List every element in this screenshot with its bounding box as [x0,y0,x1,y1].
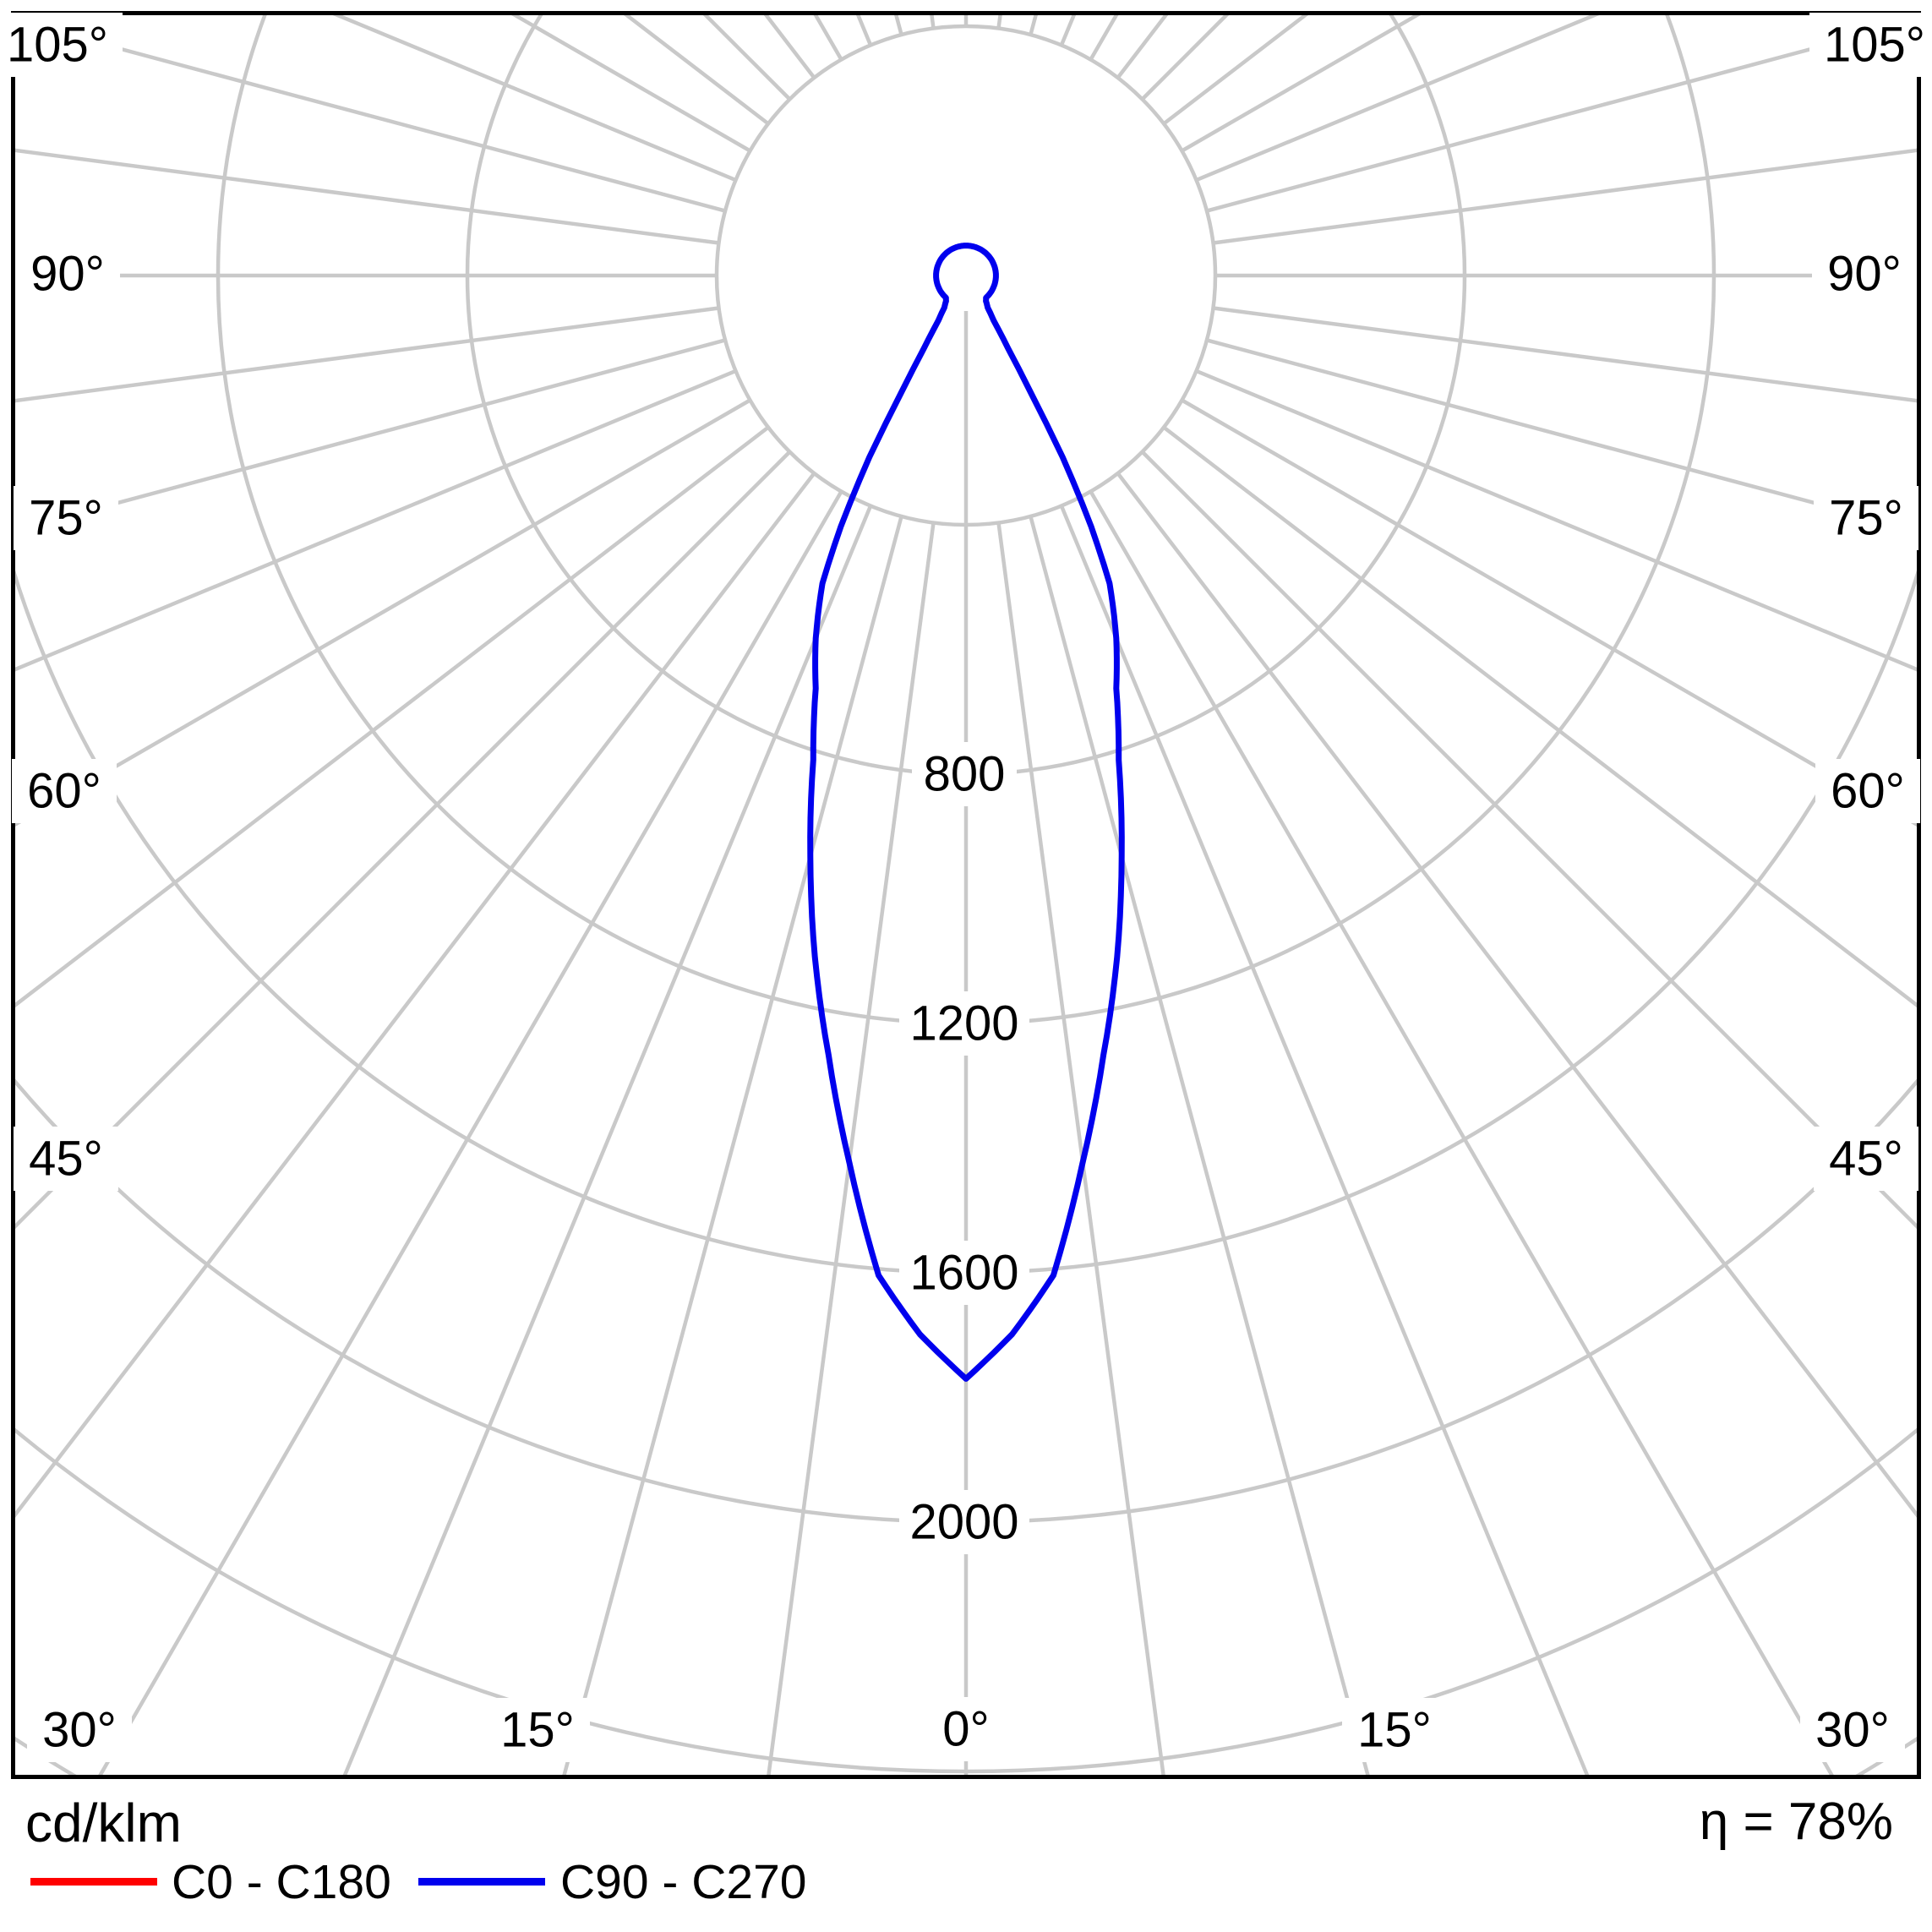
ray--45 [15,450,791,1230]
ray--37.5 [15,472,816,1518]
ray-75 [1206,338,1917,532]
ray-112.5 [1195,15,1600,183]
angle-label-center-0: 0° [942,1702,989,1757]
ray-60 [1181,398,1917,827]
angle-label-right-105-gap [1809,13,1932,77]
angle-label-left-90: 90° [30,247,105,302]
plot-frame [11,11,1921,1779]
angle-label-right-75-gap [1814,486,1918,550]
angle-label-right-45-gap [1814,1127,1918,1191]
ring-label-2000: 2000 [909,1495,1018,1550]
ray--67.5 [15,368,737,672]
units-label: cd/klm [25,1793,182,1853]
angle-label-right-90: 90° [1827,247,1902,302]
angle-label-right-75: 75° [1829,491,1903,546]
ray-22.5 [1059,505,1591,1776]
angle-label-left-30: 30° [42,1703,117,1758]
ray--75 [15,338,726,532]
angle-label-right-15-gap [1342,1698,1447,1762]
ray-52.5 [1162,425,1917,1008]
angle-label-right-30: 30° [1815,1703,1890,1758]
curve-c90-c270 [807,243,1125,1382]
angle-label-left-90-gap [15,242,120,306]
ring-label-800: 800 [924,747,1006,802]
ray-105 [1206,19,1917,213]
angle-label-right-15: 15° [1357,1703,1432,1758]
angle-label-left-60-gap [12,759,117,823]
legend-label-c0-c180: C0 - C180 [172,1855,391,1909]
ray--112.5 [332,15,737,183]
angle-label-right-45: 45° [1829,1132,1903,1187]
ring-label-2000-gap [899,1490,1029,1554]
legend-swatch-c0-c180 [30,1878,157,1886]
ray-82.5 [1213,306,1917,403]
ring-label-800-gap [912,742,1017,806]
angle-label-left-15-gap [485,1698,590,1762]
ray-15 [1029,516,1371,1776]
ring-label-1200: 1200 [909,996,1018,1051]
ray--52.5 [15,425,770,1008]
ray--97.5 [15,148,719,245]
ray--7.5 [766,522,936,1776]
angle-label-left-60: 60° [27,764,101,819]
ring-label-1600-gap [899,1241,1029,1305]
angle-label-right-60-gap [1815,759,1920,823]
legend-swatch-c90-c270 [418,1878,545,1886]
efficiency-label: η = 78% [1699,1793,1893,1851]
ray-67.5 [1195,368,1917,672]
angle-label-left-45-gap [14,1127,118,1191]
ray--15 [561,516,903,1776]
legend-label-c90-c270: C90 - C270 [560,1855,807,1909]
angle-label-center-0-gap [926,1697,1006,1761]
ray-7.5 [996,522,1166,1776]
angle-label-right-60: 60° [1831,764,1905,819]
ray--82.5 [15,306,719,403]
angle-label-left-30-gap [27,1698,132,1762]
angle-label-left-45: 45° [29,1132,103,1187]
angle-label-left-15: 15° [500,1703,575,1758]
angle-label-left-75: 75° [29,491,103,546]
ray-45 [1141,450,1917,1230]
angle-label-left-105-gap [0,13,123,77]
angle-label-left-105: 105° [7,18,108,73]
ray--22.5 [341,505,873,1776]
angle-label-right-30-gap [1800,1698,1905,1762]
ray-37.5 [1116,472,1917,1518]
ring-label-1600: 1600 [909,1246,1018,1301]
ray-97.5 [1213,148,1917,245]
angle-label-right-105: 105° [1824,18,1925,73]
ring-label-1200-gap [899,991,1029,1056]
ray--60 [15,398,751,827]
ray--105 [15,19,726,213]
angle-label-left-75-gap [14,486,118,550]
angle-label-right-90-gap [1812,242,1917,306]
